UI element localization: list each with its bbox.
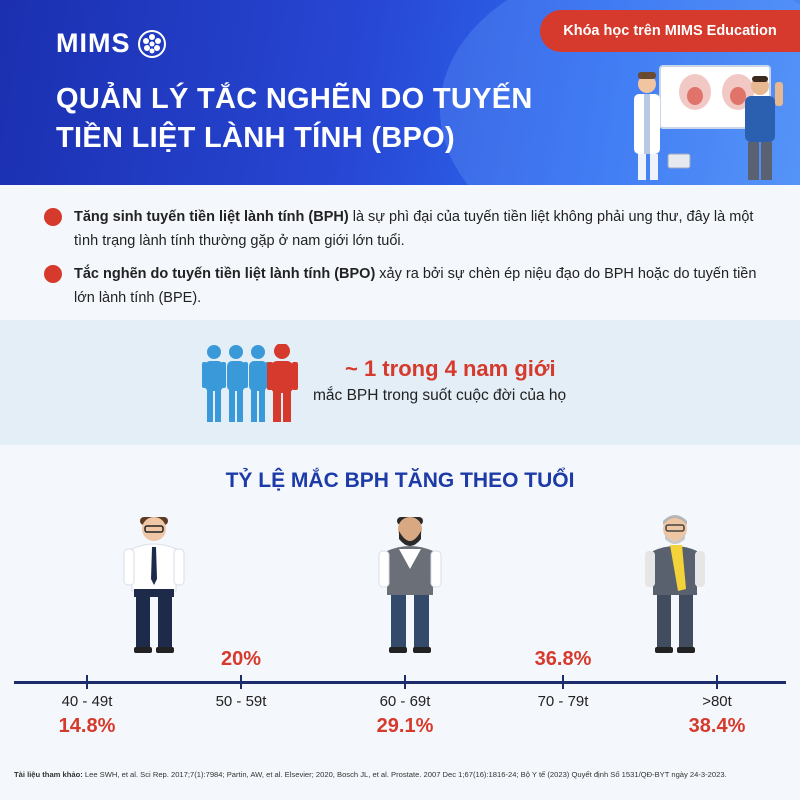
timeline-tick [404,675,406,689]
age-timeline-axis [14,681,786,684]
age-label-80-plus: >80t [702,693,732,710]
pct-60-69: 29.1% [376,715,434,737]
header-banner: MIMS QUẢN LÝ TẮC NGHẼN DO TUYẾN TIỀN LIỆ… [0,0,800,185]
bullet-bpo: Tắc nghẽn do tuyến tiền liệt lành tính (… [44,262,774,310]
bullet-bold: Tăng sinh tuyến tiền liệt lành tính (BPH… [74,209,349,225]
doctor-consultation-illustration [634,65,783,180]
man-40s-illustration [123,517,185,653]
pct-50-59: 20% [220,648,262,670]
people-group-icon [202,344,298,422]
logo-text: MIMS [56,28,131,58]
timeline-tick [86,675,88,689]
title-line-2: TIỀN LIỆT LÀNH TÍNH (BPO) [56,122,455,154]
bullet-bold: Tắc nghẽn do tuyến tiền liệt lành tính (… [74,266,376,282]
references-label: Tài liệu tham khảo: [14,770,83,779]
pct-80-plus: 38.4% [688,715,746,737]
course-badge[interactable]: Khóa học trên MIMS Education [540,10,800,52]
stat-headline: ~ 1 trong 4 nam giới [345,356,556,381]
title-line-1: QUẢN LÝ TẮC NGHẼN DO TUYẾN [56,83,533,115]
age-label-50-59: 50 - 59t [215,693,267,710]
mims-logo: MIMS [56,28,167,59]
age-prevalence-section: TỶ LỆ MẮC BPH TĂNG THEO TUỔI [0,445,800,755]
timeline-tick [716,675,718,689]
bullet-text: Tăng sinh tuyến tiền liệt lành tính (BPH… [74,205,774,253]
bullet-rest: là sự phì đại của tuyến tiền liệt không … [74,209,754,249]
bullet-text: Tắc nghẽn do tuyến tiền liệt lành tính (… [74,262,774,310]
stat-subtext: mắc BPH trong suốt cuộc đời của họ [313,387,567,404]
prevalence-stat-band: ~ 1 trong 4 nam giới mắc BPH trong suốt … [0,320,800,445]
man-60s-illustration [378,517,442,653]
timeline-tick [562,675,564,689]
bullet-rest: xảy ra bởi sự chèn ép niệu đạo do BPH ho… [74,266,757,306]
age-section-title: TỶ LỆ MẮC BPH TĂNG THEO TUỔI [225,469,575,492]
intro-section: Tăng sinh tuyến tiền liệt lành tính (BPH… [0,185,800,320]
pct-70-79: 36.8% [534,648,592,670]
age-label-40-49: 40 - 49t [61,693,113,710]
bullet-dot-icon [44,265,62,283]
timeline-tick [240,675,242,689]
bullet-dot-icon [44,208,62,226]
page-title: QUẢN LÝ TẮC NGHẼN DO TUYẾN TIỀN LIỆT LÀN… [56,80,533,158]
pct-40-49: 14.8% [58,715,116,737]
age-label-70-79: 70 - 79t [537,693,589,710]
logo-mark-icon [137,29,166,58]
bullet-bph: Tăng sinh tuyến tiền liệt lành tính (BPH… [44,205,774,253]
references: Tài liệu tham khảo: Lee SWH, et al. Sci … [14,770,794,779]
age-label-60-69: 60 - 69t [379,693,431,710]
man-80s-illustration [645,515,705,653]
references-text: Lee SWH, et al. Sci Rep. 2017;7(1):7984;… [82,770,727,779]
